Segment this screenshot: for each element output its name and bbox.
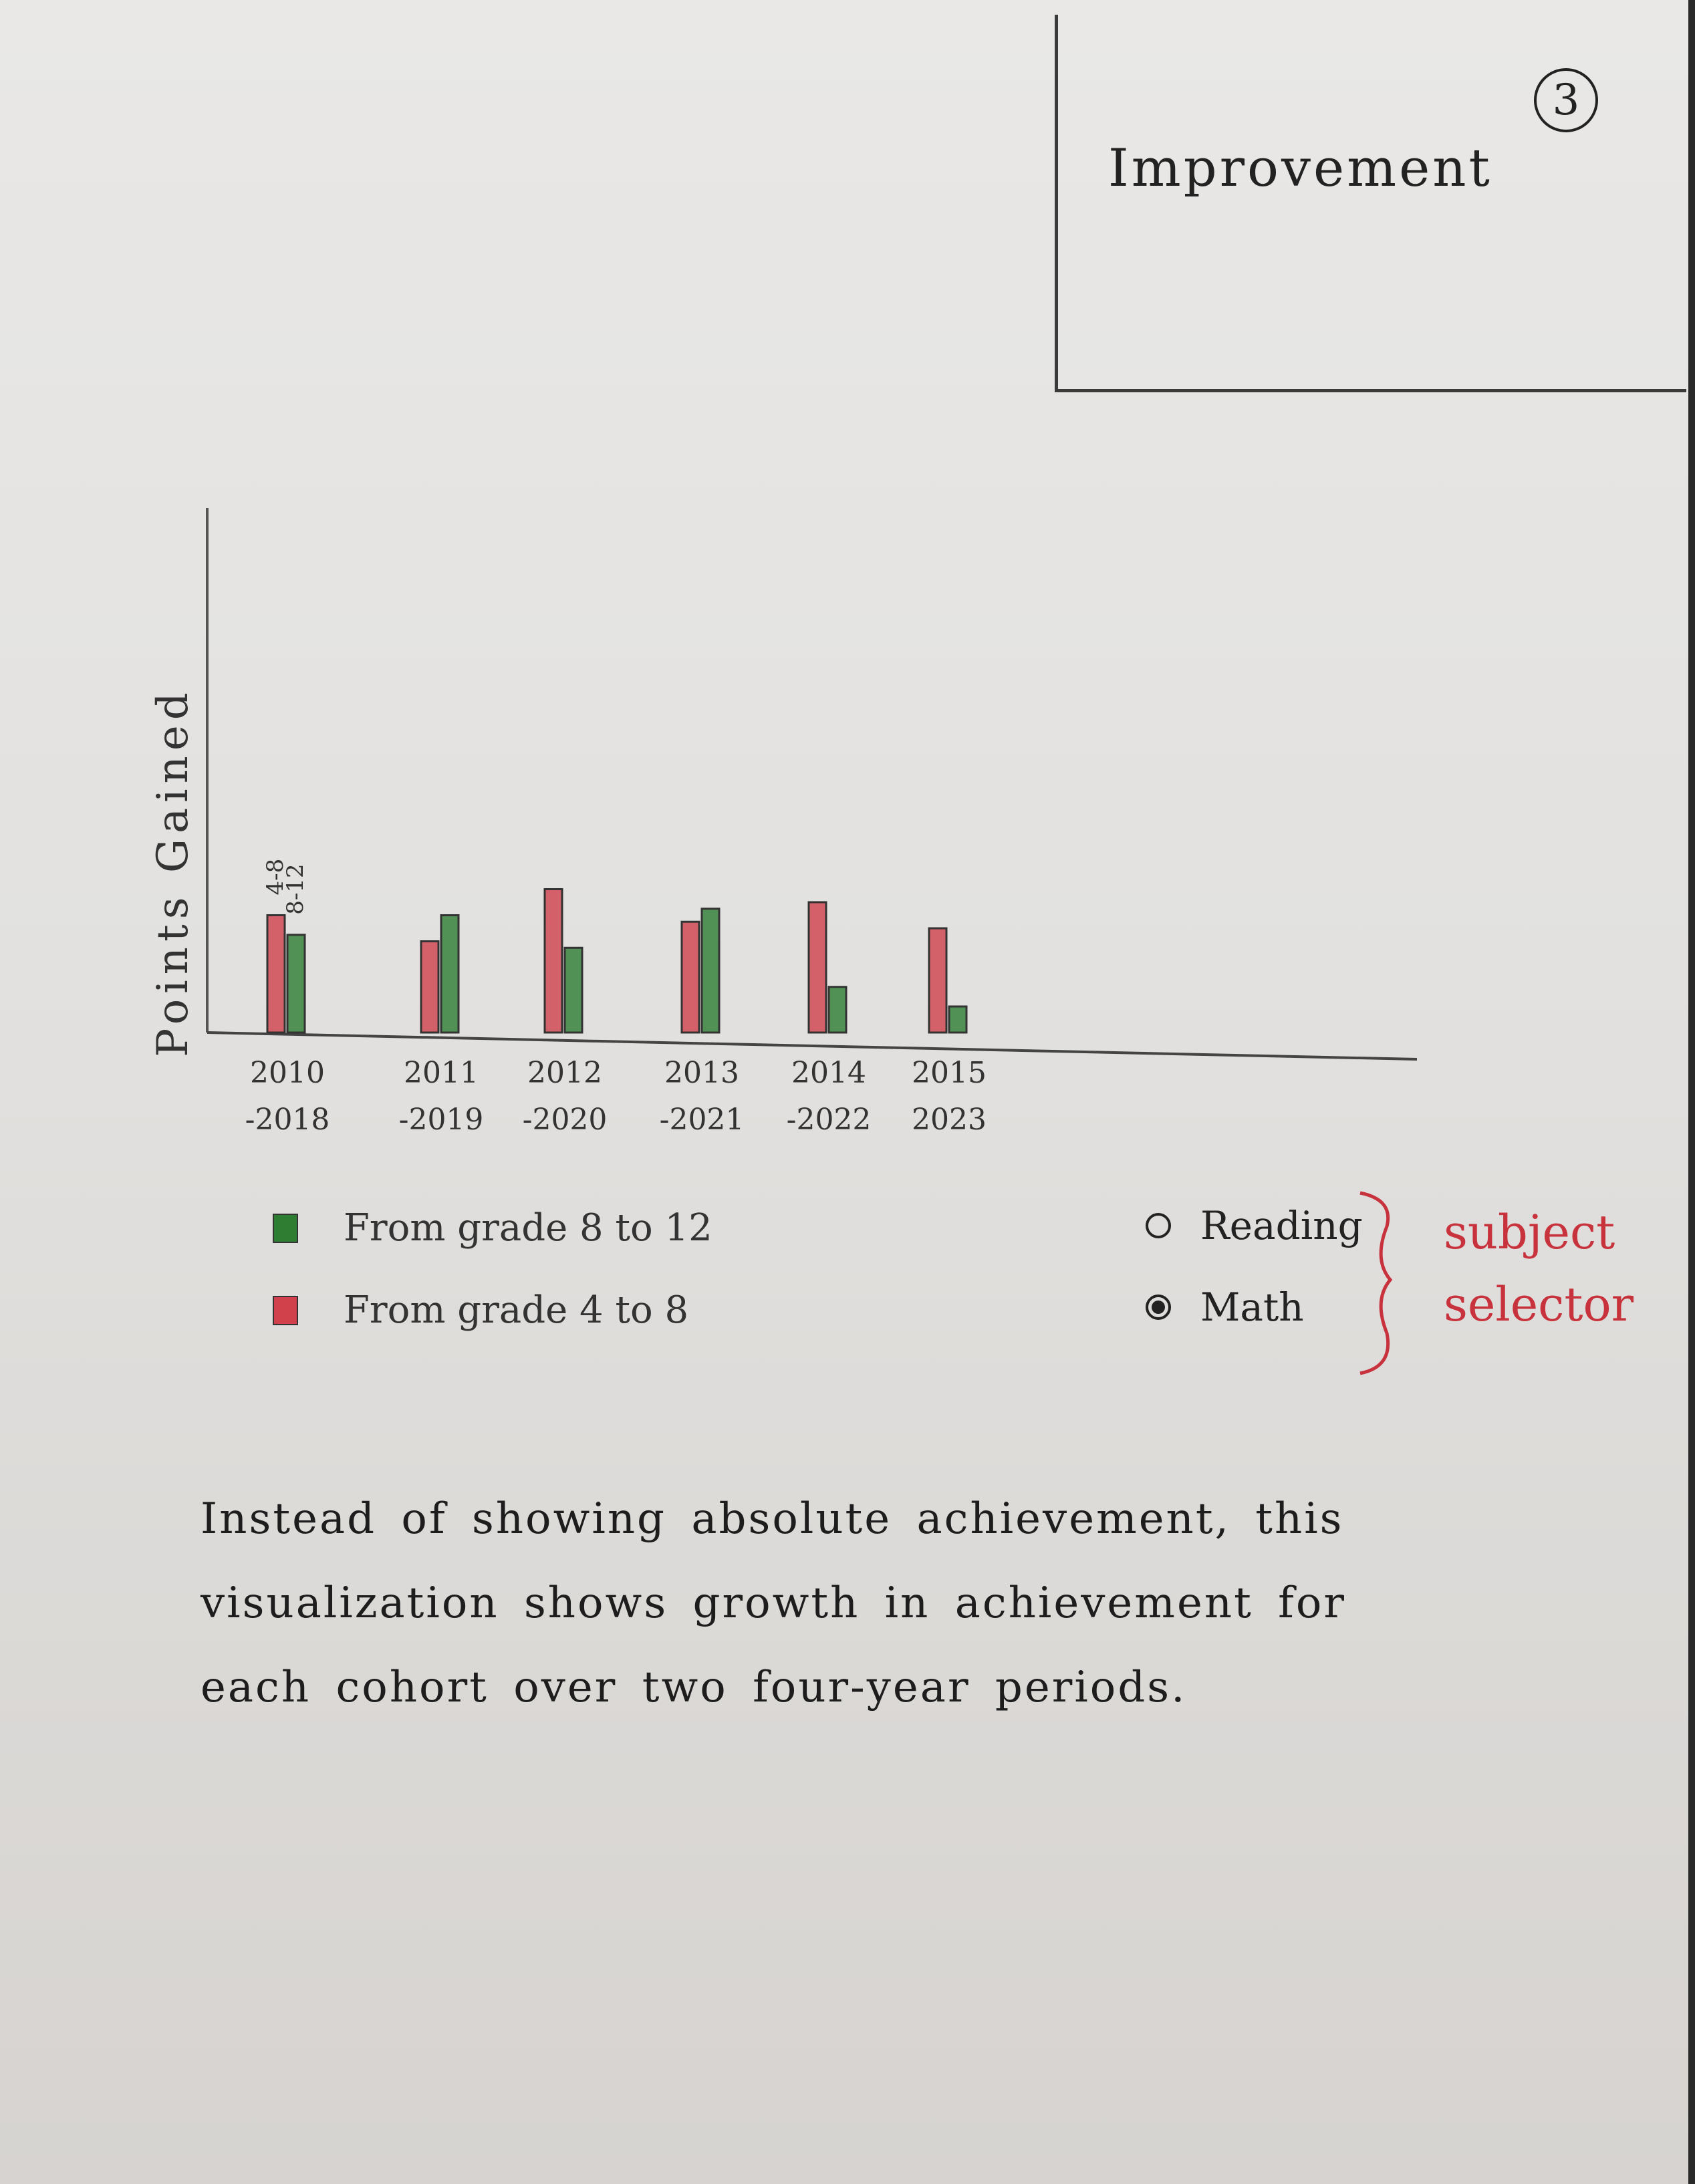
subject-selector-note: subject selector (1444, 1205, 1634, 1332)
x-tick-label: -2020 (523, 1103, 608, 1137)
x-tick-label: 2011 (404, 1056, 479, 1090)
x-tick-label: -2022 (787, 1103, 872, 1137)
selector-brace-icon (1359, 1191, 1393, 1375)
bar-grade-4-8-4 (807, 901, 827, 1034)
radio-label: Reading (1200, 1203, 1363, 1248)
legend-label: From grade 8 to 12 (344, 1206, 712, 1250)
x-tick-label: 2013 (664, 1056, 739, 1090)
x-tick-label: -2019 (399, 1103, 484, 1137)
bar-grade-4-8-5 (928, 927, 948, 1034)
radio-circle[interactable] (1146, 1213, 1171, 1238)
bar-annotation: 4-8 (262, 859, 289, 896)
radio-label: Math (1200, 1284, 1304, 1330)
y-axis-label: Points Gained (148, 687, 198, 1057)
legend-swatch-green (273, 1213, 298, 1243)
bar-grade-8-12-0 (286, 934, 306, 1034)
legend-swatch-red (273, 1295, 298, 1325)
bar-grade-4-8-1 (420, 940, 440, 1034)
page-number: 3 (1534, 68, 1598, 132)
x-tick-label: -2018 (245, 1103, 330, 1137)
legend-item-grade-4-8: From grade 4 to 8 (273, 1288, 688, 1332)
bar-grade-4-8-0 (266, 914, 286, 1034)
legend-item-grade-8-12: From grade 8 to 12 (273, 1206, 712, 1250)
bar-grade-4-8-2 (543, 888, 563, 1034)
bar-annotations: 4-88-12 (262, 859, 309, 915)
bar-grade-8-12-2 (563, 946, 583, 1034)
x-tick-labels: 2010 -2018 2011 -2019 2012 -2020 2013 -2021 2014… (245, 1056, 987, 1137)
bar-grade-8-12-5 (948, 1005, 968, 1034)
description-text: Instead of showing absolute achievement,… (201, 1494, 1346, 1712)
bar-grade-8-12-1 (440, 914, 460, 1034)
legend-label: From grade 4 to 8 (344, 1288, 689, 1332)
radio-circle-checked[interactable] (1146, 1294, 1171, 1320)
points-gained-chart: Points Gained 4-88-12 2010 -2018 2011 -2019… (148, 508, 1418, 1137)
bar-group (266, 888, 968, 1034)
page-title: Improvement (1108, 138, 1492, 198)
x-tick-label: 2010 (250, 1056, 325, 1090)
bar-grade-8-12-4 (827, 986, 847, 1034)
x-tick-label: 2012 (527, 1056, 602, 1090)
x-tick-label: -2021 (660, 1103, 745, 1137)
bar-grade-4-8-3 (680, 920, 700, 1034)
x-axis (207, 1031, 1418, 1061)
radio-reading[interactable]: Reading (1146, 1203, 1363, 1248)
bar-grade-8-12-3 (700, 908, 721, 1034)
radio-math[interactable]: Math (1146, 1284, 1304, 1330)
x-tick-label: 2023 (912, 1103, 987, 1137)
title-box: Improvement 3 (1055, 15, 1686, 392)
x-tick-label: 2015 (912, 1056, 987, 1090)
x-tick-label: 2014 (791, 1056, 866, 1090)
bar-annotation: 8-12 (282, 863, 309, 914)
